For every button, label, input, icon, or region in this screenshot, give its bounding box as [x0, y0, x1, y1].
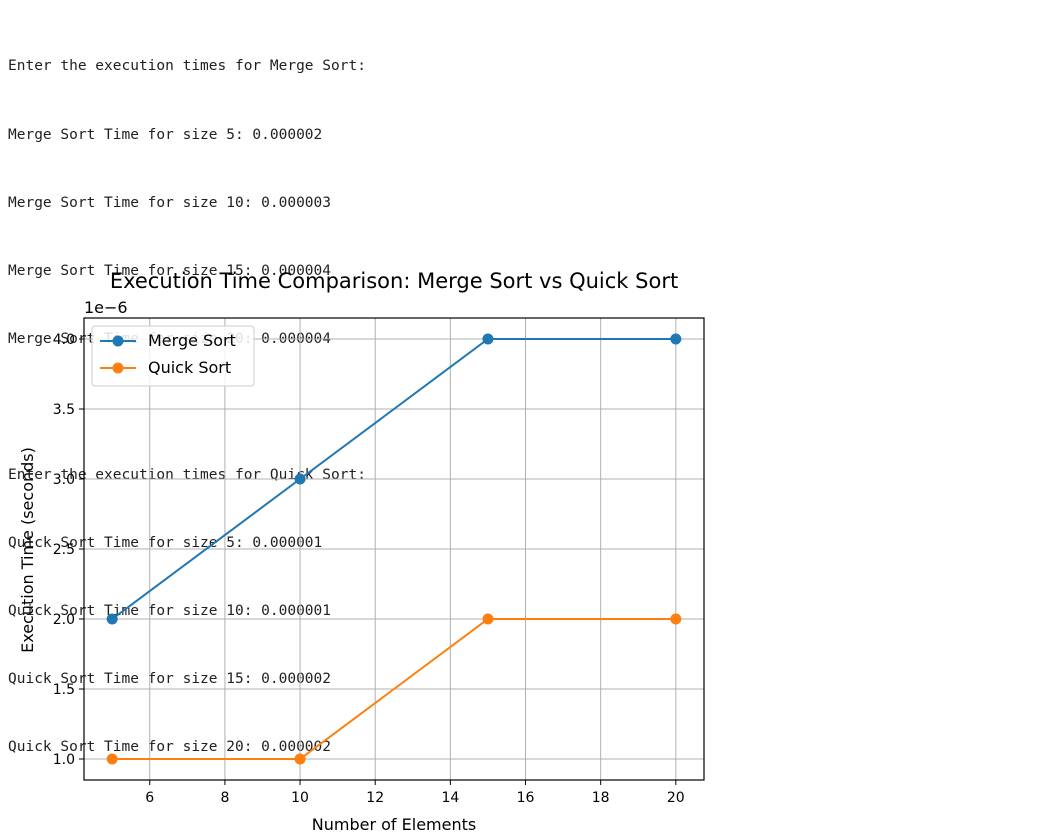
- y-tick-label: 2.0: [53, 612, 75, 628]
- merge-line: Merge Sort Time for size 5: 0.000002: [8, 126, 323, 143]
- quick-line: Quick Sort Time for size 20: 0.000002: [8, 739, 332, 756]
- y-axis-label: Execution Time (seconds): [18, 447, 37, 653]
- x-tick-label: 18: [592, 790, 610, 806]
- merge-sort-point: [482, 333, 494, 345]
- y-tick-label: 1.5: [53, 682, 75, 698]
- console-output: Enter the execution times for Merge Sort…: [8, 10, 366, 782]
- merge-sort-line: [111, 338, 676, 620]
- grid: [84, 318, 704, 780]
- quick-line: Quick Sort Time for size 5: 0.000001: [8, 535, 323, 552]
- x-tick-label: 8: [220, 790, 229, 806]
- plot-frame: [83, 317, 705, 781]
- chart-title: Execution Time Comparison: Merge Sort vs…: [110, 269, 678, 293]
- y-tick-label: 1.0: [53, 752, 75, 768]
- quick-sort-point: [482, 613, 494, 625]
- quick-sort-line: [112, 618, 676, 760]
- x-tick-label: 16: [517, 790, 535, 806]
- merge-header: Enter the execution times for Merge Sort…: [8, 58, 366, 75]
- merge-line: Merge Sort Time for size 10: 0.000003: [8, 194, 332, 211]
- legend-marker-merge-sort: [112, 335, 124, 347]
- merge-sort-point: [106, 613, 118, 625]
- y-tick-label: 4.0: [53, 332, 75, 348]
- series-group: [106, 333, 682, 765]
- legend-label-quick-sort: Quick Sort: [148, 358, 231, 377]
- merge-sort-point: [670, 333, 682, 345]
- x-tick-label: 20: [667, 790, 685, 806]
- merge-line: Merge Sort Time for size 15: 0.000004: [8, 262, 332, 279]
- x-tick-label: 14: [441, 790, 459, 806]
- line-chart: Execution Time Comparison: Merge Sort vs…: [18, 269, 705, 832]
- legend-label-merge-sort: Merge Sort: [148, 331, 236, 350]
- x-tick-label: 6: [145, 790, 154, 806]
- legend-marker-quick-sort: [112, 362, 124, 374]
- quick-line: Quick Sort Time for size 10: 0.000001: [8, 603, 332, 620]
- y-tick-label: 3.0: [53, 472, 75, 488]
- x-axis-label: Number of Elements: [312, 815, 476, 832]
- quick-sort-point: [106, 753, 118, 765]
- y-tick-label: 2.5: [53, 542, 75, 558]
- legend: Merge Sort Quick Sort: [91, 325, 255, 387]
- x-tick-label: 10: [291, 790, 309, 806]
- y-ticks: 1.0 1.5 2.0 2.5 3.0 3.5 4.0: [53, 332, 84, 768]
- x-tick-label: 12: [366, 790, 384, 806]
- y-tick-label: 3.5: [53, 402, 75, 418]
- y-offset-label: 1e−6: [84, 298, 128, 317]
- merge-sort-point: [294, 473, 306, 485]
- quick-line: Quick Sort Time for size 15: 0.000002: [8, 671, 332, 688]
- quick-sort-point: [670, 613, 682, 625]
- quick-sort-point: [294, 753, 306, 765]
- x-ticks: 6 8 10 12 14 16 18 20: [145, 780, 685, 806]
